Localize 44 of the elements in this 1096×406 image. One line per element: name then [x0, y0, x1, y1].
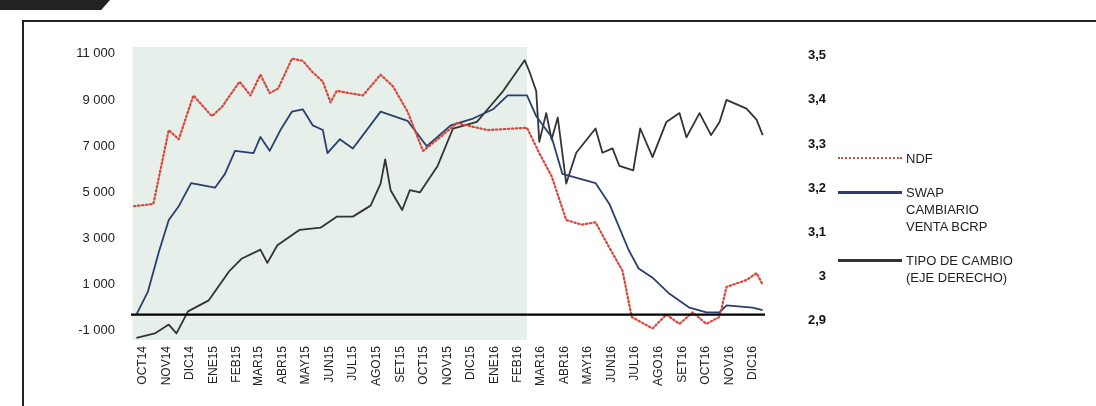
x-tick-label: JUL15	[345, 345, 360, 381]
y-tick-label: 1 000	[82, 276, 115, 292]
legend-label: TIPO DE CAMBIO (EJE DERECHO)	[906, 252, 1014, 286]
x-tick-label: NOV15	[439, 345, 454, 386]
x-tick-label: SET15	[392, 345, 407, 383]
x-tick-label: NOV14	[158, 345, 173, 386]
x-tick-label: DIC14	[181, 345, 196, 381]
y-tick-label: 9 000	[82, 91, 115, 107]
x-tick-label: MAR15	[251, 345, 266, 387]
y-tick-label: 3 000	[82, 230, 115, 246]
x-tick-label: OCT14	[134, 345, 149, 385]
y2-tick-label: 3,1	[807, 223, 826, 239]
x-tick-label: SET16	[674, 345, 689, 383]
x-tick-label: JUL16	[627, 345, 642, 381]
y2-tick-label: 3,3	[807, 135, 826, 151]
x-tick-label: NOV16	[721, 345, 736, 386]
y-tick-label: 5 000	[82, 183, 115, 199]
x-tick-label: AGO15	[369, 345, 384, 387]
x-tick-label: JUN15	[322, 345, 337, 383]
x-tick-label: DIC16	[744, 345, 759, 381]
legend-label: NDF	[906, 150, 934, 167]
y2-tick-label: 3	[818, 267, 826, 283]
x-tick-label: AGO16	[651, 345, 665, 387]
y-tick-label: 11 000	[76, 45, 115, 61]
legend-label: SWAP CAMBIARIO VENTA BCRP	[906, 184, 989, 235]
x-tick-label: MAY15	[298, 345, 313, 385]
y-tick-label: 7 000	[82, 137, 115, 153]
y-tick-label: -1 000	[78, 322, 115, 338]
x-tick-label: DIC15	[463, 345, 478, 381]
x-tick-label: JUN16	[604, 345, 619, 383]
x-tick-label: ENE16	[486, 345, 501, 385]
x-tick-label: OCT16	[698, 345, 712, 385]
x-tick-label: FEB15	[228, 345, 243, 383]
x-tick-label: FEB16	[510, 345, 525, 383]
y2-tick-label: 2,9	[807, 311, 826, 327]
x-tick-label: ENE15	[205, 345, 220, 385]
x-tick-label: ABR15	[275, 345, 290, 385]
y2-tick-label: 3,2	[807, 179, 826, 195]
x-tick-label: OCT15	[416, 345, 431, 385]
x-tick-label: ABR16	[557, 345, 572, 385]
y2-tick-label: 3,5	[807, 47, 826, 63]
x-tick-label: MAR16	[533, 345, 548, 387]
x-tick-label: MAY16	[580, 345, 595, 385]
y2-tick-label: 3,4	[807, 91, 827, 107]
